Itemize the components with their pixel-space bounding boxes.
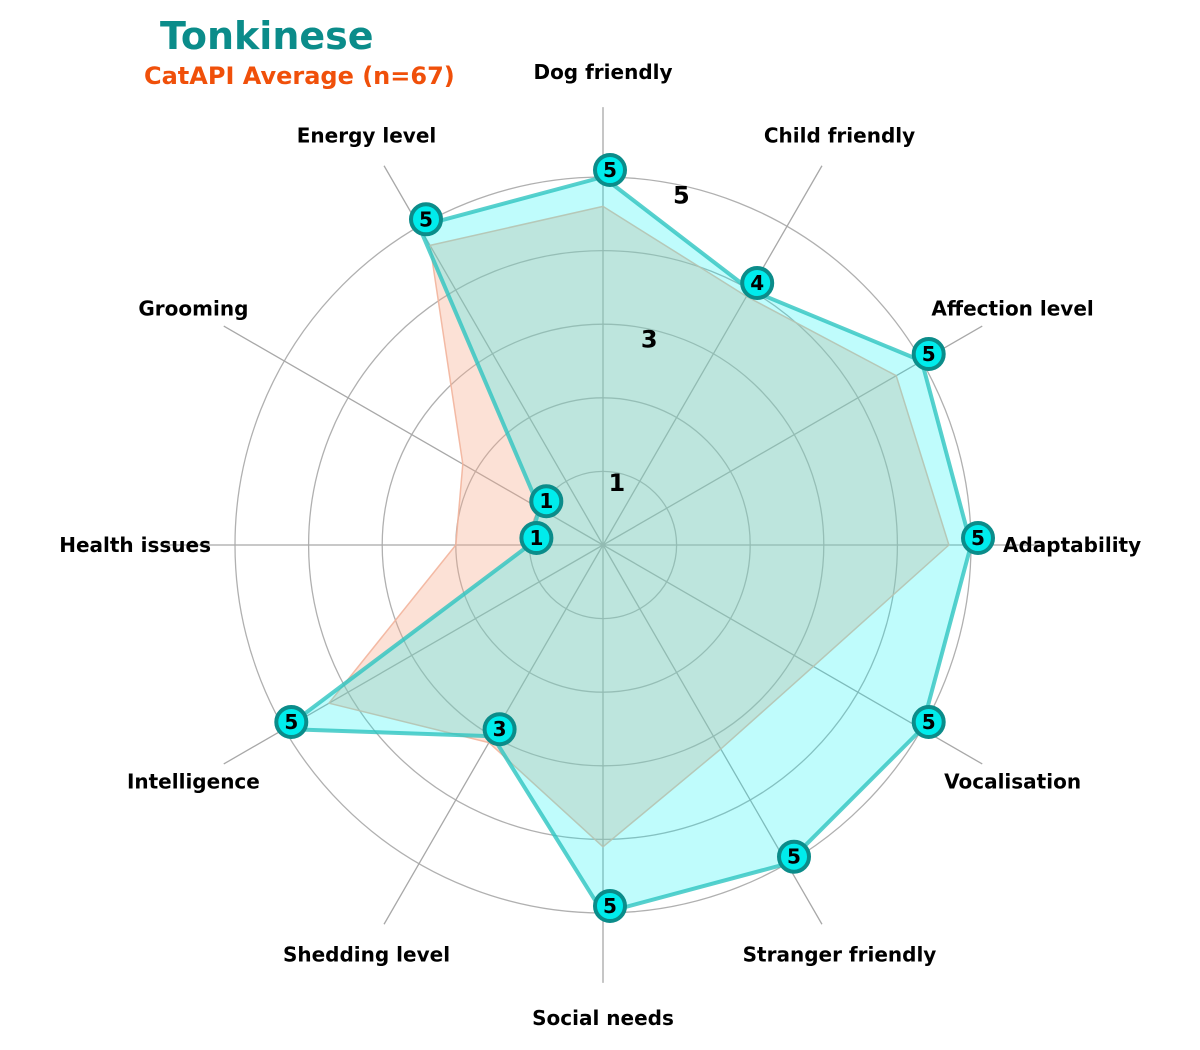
- chart-subtitle: CatAPI Average (n=67): [144, 62, 455, 90]
- radial-tick-label: 1: [609, 469, 626, 497]
- spoke-2: [602, 165, 823, 546]
- data-point-label: 1: [529, 526, 543, 550]
- data-point-label: 5: [284, 710, 298, 734]
- series-1-area: [328, 205, 950, 848]
- data-point-label: 5: [419, 207, 433, 231]
- markers: 5 5 4 5 5 1 1 5 3 5 5 5: [274, 153, 995, 923]
- axis-label-intelligence: Intelligence: [127, 770, 260, 794]
- axis-label-shedding-level: Shedding level: [283, 943, 450, 967]
- data-point-marker: [911, 705, 946, 739]
- data-point-label: 5: [922, 710, 936, 734]
- data-point-marker: [409, 202, 443, 237]
- data-point-marker: [593, 889, 627, 923]
- data-point-label: 4: [750, 271, 764, 295]
- data-point-marker: [274, 705, 309, 739]
- axis-label-affection-level: Affection level: [931, 297, 1093, 321]
- axis-label-dog-friendly: Dog friendly: [533, 60, 672, 84]
- axis-label-social-needs: Social needs: [532, 1006, 674, 1030]
- axis-label-adaptability: Adaptability: [1003, 533, 1141, 557]
- data-point-marker: [777, 839, 811, 874]
- axis-label-health-issues: Health issues: [59, 533, 211, 557]
- chart-title: Tonkinese: [160, 14, 374, 58]
- radial-tick-label: 3: [641, 325, 658, 353]
- axis-label-energy-level: Energy level: [297, 123, 437, 147]
- axis-label-grooming: Grooming: [138, 297, 248, 321]
- radial-ticks: 1 3 5: [609, 182, 690, 497]
- axis-label-vocalisation: Vocalisation: [944, 770, 1081, 794]
- data-point-marker: [593, 153, 627, 187]
- data-point-label: 1: [539, 489, 553, 513]
- data-point-marker: [482, 712, 517, 747]
- data-point-label: 5: [603, 894, 617, 918]
- axis-label-child-friendly: Child friendly: [764, 123, 915, 147]
- data-point-marker: [529, 484, 564, 519]
- axis-labels: Adaptability Affection level Child friendl…: [59, 60, 1141, 1030]
- data-point-marker: [519, 521, 554, 555]
- data-point-marker: [740, 266, 775, 300]
- data-point-label: 5: [971, 526, 985, 550]
- data-point-label: 5: [787, 845, 801, 869]
- data-point-marker: [961, 521, 995, 555]
- data-point-marker: [911, 337, 946, 371]
- axis-label-stranger-friendly: Stranger friendly: [743, 943, 937, 967]
- radial-tick-label: 5: [673, 182, 690, 210]
- data-point-label: 5: [922, 342, 936, 366]
- data-point-label: 5: [603, 158, 617, 182]
- data-point-label: 3: [493, 717, 507, 741]
